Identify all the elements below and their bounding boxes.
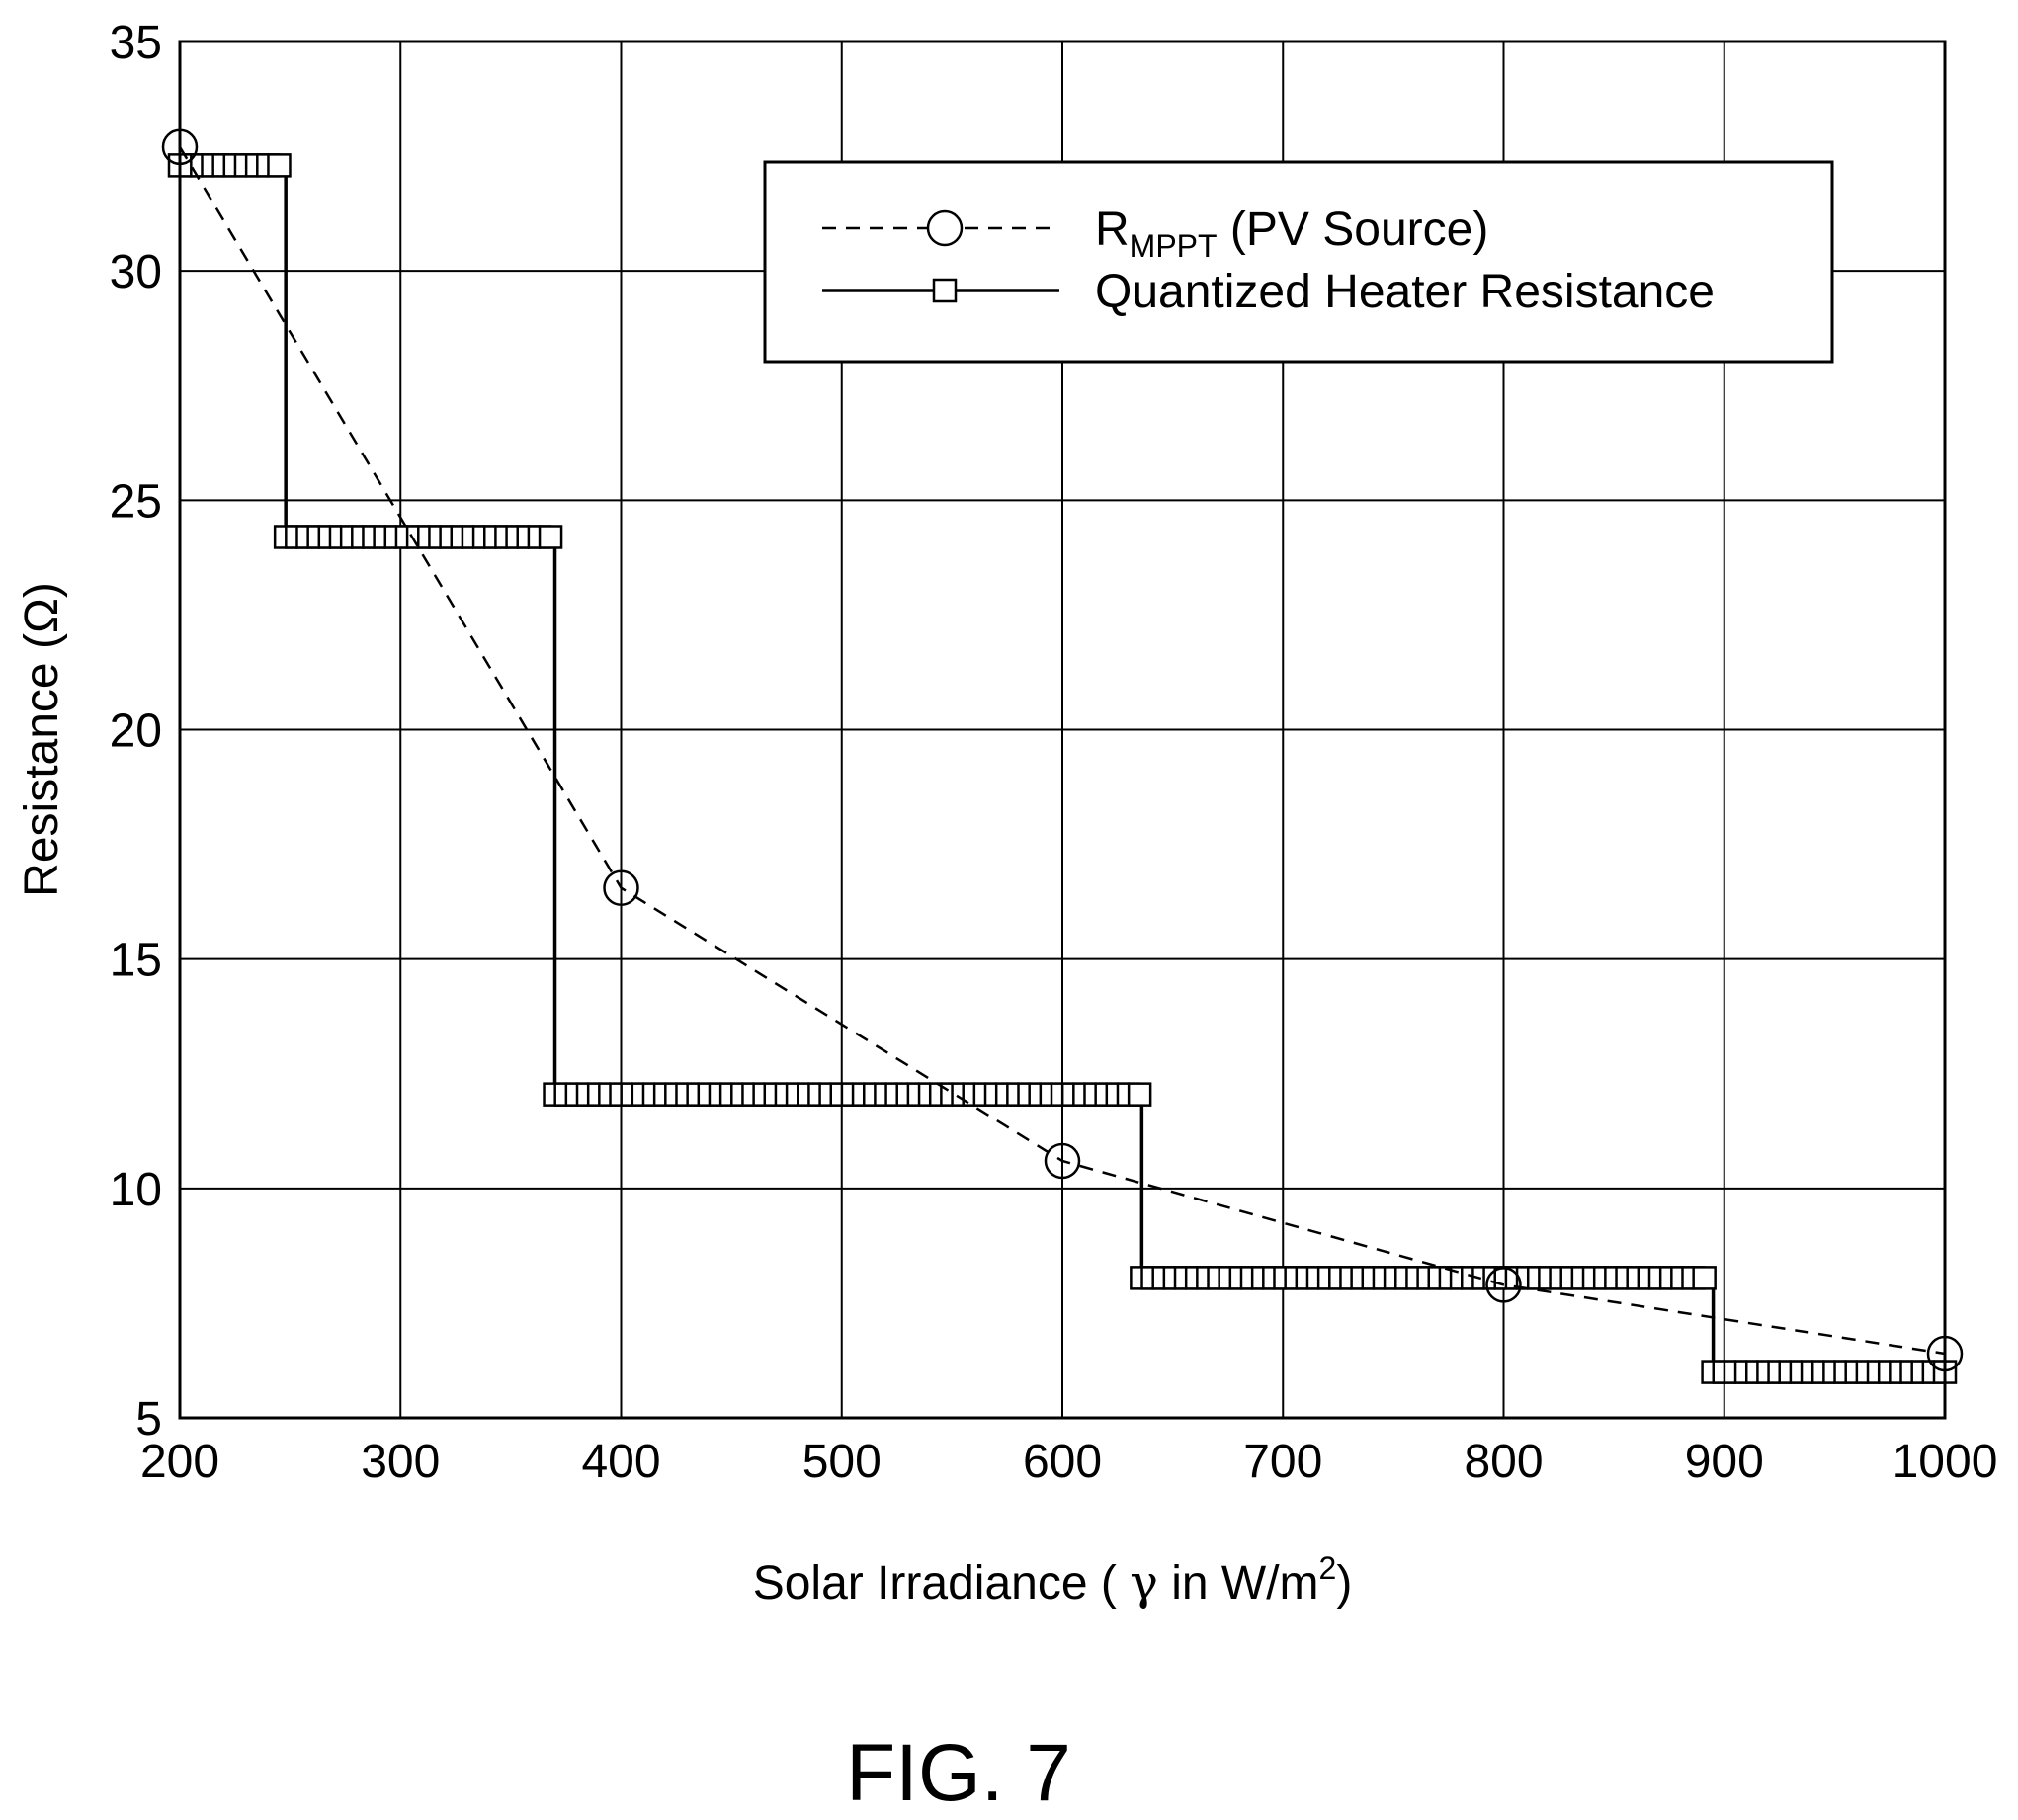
legend-rmppt-marker xyxy=(926,209,964,247)
y-tick-label: 30 xyxy=(110,246,162,298)
y-tick-label: 15 xyxy=(110,935,162,987)
quantized-resistance-marker xyxy=(538,525,563,549)
legend-entry-part: R xyxy=(1095,204,1130,256)
legend: RMPPT (PV Source)Quantized Heater Resist… xyxy=(763,160,1834,364)
legend-entry-rmppt: RMPPT (PV Source) xyxy=(1095,204,1488,264)
x-axis-label-part: Solar Irradiance ( xyxy=(753,1557,1131,1610)
legend-entry-subscript: MPPT xyxy=(1130,228,1218,264)
figure-caption: FIG. 7 xyxy=(846,1728,1071,1818)
x-tick-label: 1000 xyxy=(1892,1436,1998,1488)
legend-entry-part: (PV Source) xyxy=(1218,204,1489,256)
y-tick-label: 35 xyxy=(110,17,162,69)
legend-quantized-marker xyxy=(932,278,958,303)
rmppt-marker xyxy=(1044,1142,1081,1180)
quantized-resistance-marker xyxy=(1692,1266,1717,1290)
x-tick-label: 300 xyxy=(361,1436,440,1488)
rmppt-marker xyxy=(603,869,639,906)
x-tick-label: 400 xyxy=(581,1436,660,1488)
x-axis-label-part: ) xyxy=(1336,1557,1352,1610)
tick-labels: 200 300 400 500 600 700 800 900 1000 5 10 15 20 25 30 3… xyxy=(110,17,1998,1488)
x-axis-label-part: in W/m xyxy=(1158,1557,1319,1610)
rmppt-line xyxy=(178,146,1946,1356)
plot-series xyxy=(161,128,1964,1384)
quantized-resistance-marker xyxy=(267,153,292,178)
y-tick-label: 25 xyxy=(110,475,162,528)
legend-box xyxy=(763,160,1834,364)
y-tick-label: 10 xyxy=(110,1164,162,1216)
quantized-resistance-marker xyxy=(1127,1082,1152,1107)
chart: 200 300 400 500 600 700 800 900 1000 5 10 15 20 25 30 3… xyxy=(16,17,1998,1611)
y-axis-label: Resistance (Ω) xyxy=(16,582,68,897)
legend-entry-quantized: Quantized Heater Resistance xyxy=(1095,266,1715,318)
y-tick-label: 5 xyxy=(135,1393,162,1446)
x-axis-label: Solar Irradiance ( γ in W/m2) xyxy=(753,1550,1353,1611)
x-tick-label: 200 xyxy=(140,1436,219,1488)
x-tick-label: 800 xyxy=(1464,1436,1543,1488)
x-tick-label: 700 xyxy=(1243,1436,1322,1488)
y-tick-label: 20 xyxy=(110,705,162,758)
x-axis-label-superscript: 2 xyxy=(1319,1550,1337,1586)
rmppt-marker xyxy=(1485,1267,1522,1303)
x-tick-label: 900 xyxy=(1685,1436,1764,1488)
x-tick-label: 600 xyxy=(1023,1436,1102,1488)
plot-frame xyxy=(178,40,1947,1420)
x-tick-label: 500 xyxy=(802,1436,882,1488)
x-axis-label-symbol: γ xyxy=(1130,1555,1158,1611)
